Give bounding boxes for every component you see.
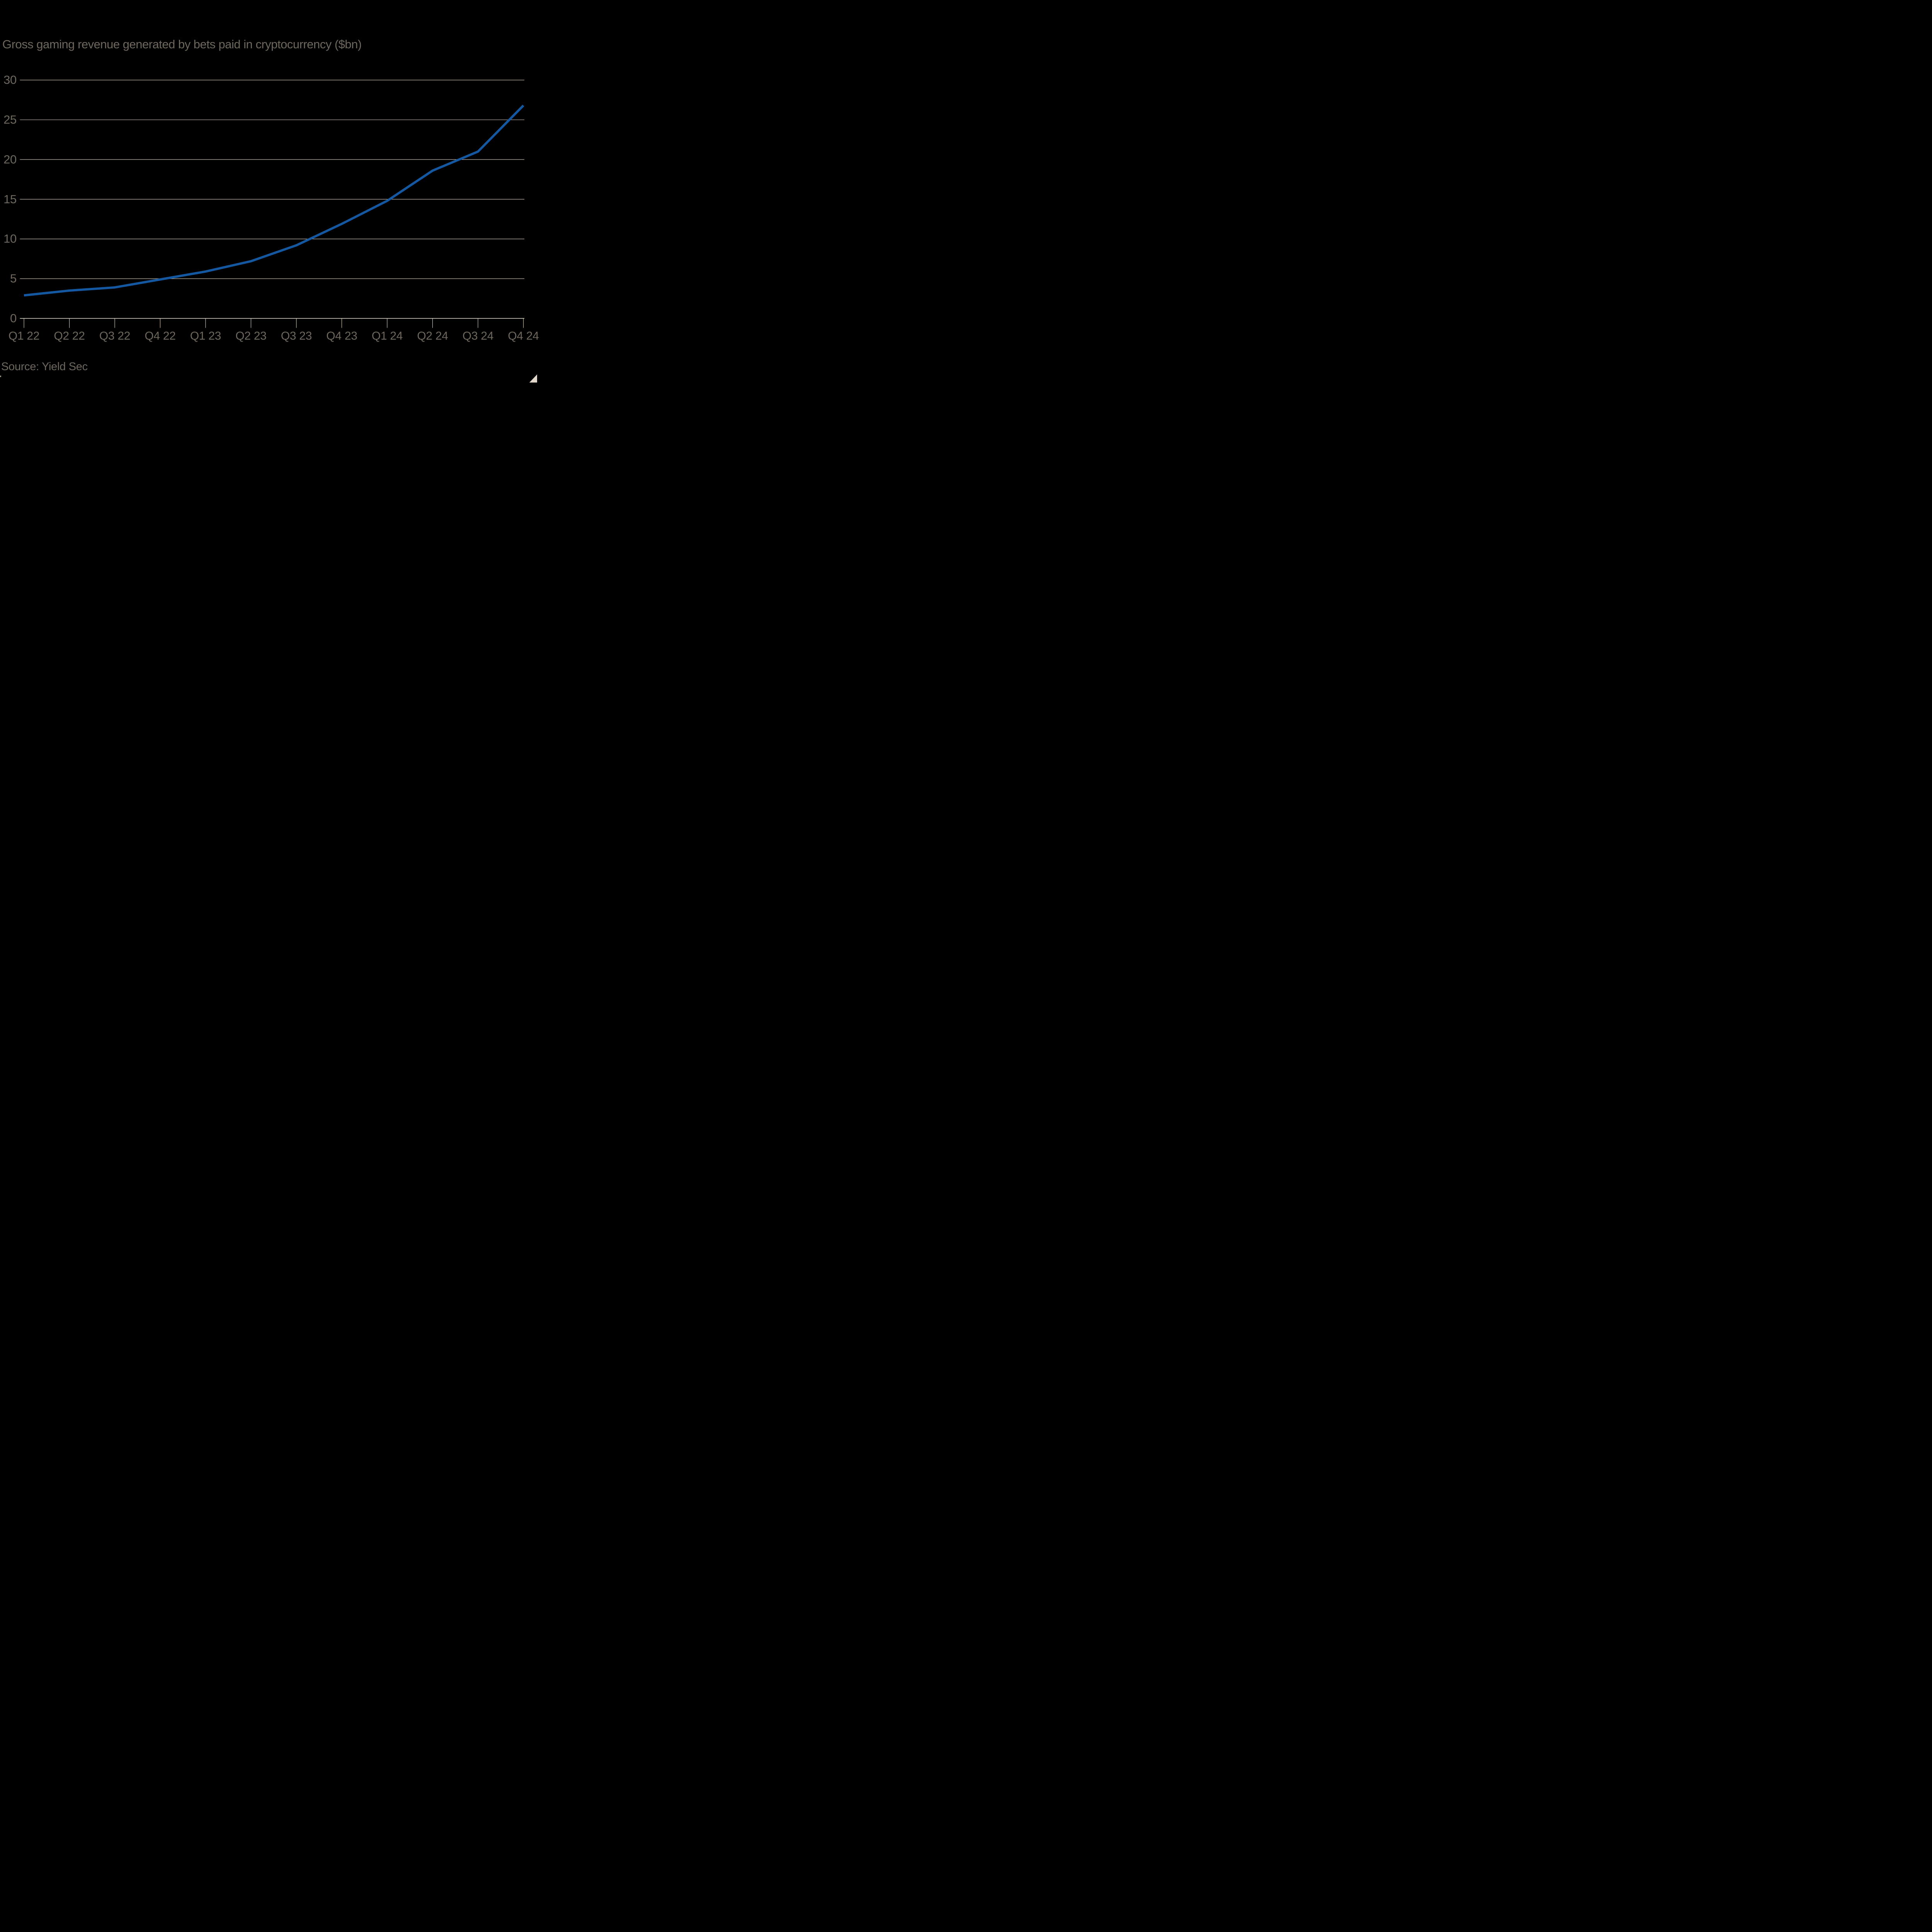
y-axis-label: 20 [3,152,17,166]
x-axis-label: Q1 24 [371,330,403,342]
x-axis-label: Q1 22 [8,330,40,342]
y-axis-label: 25 [3,113,17,126]
x-axis-label: Q3 23 [281,330,312,342]
x-axis-label: Q4 23 [326,330,357,342]
ft-corner-triangle-icon [529,374,537,383]
revenue-line-series [24,104,524,297]
source-note: Source: Yield Sec [1,361,88,373]
chart-title: Gross gaming revenue generated by bets p… [2,37,362,51]
x-axis-label: Q3 24 [462,330,494,342]
crypto-gambling-revenue-chart: Gross gaming revenue generated by bets p… [0,0,541,386]
x-axis-label: Q1 23 [190,330,221,342]
plot-area [20,80,524,328]
x-axis-label: Q2 22 [54,330,85,342]
y-axis-label: 0 [10,311,17,325]
x-axis-label: Q2 24 [417,330,448,342]
y-axis-label: 30 [3,73,17,87]
y-axis-label: 15 [3,192,17,206]
y-axis-label: 5 [10,272,17,286]
x-axis-label: Q3 22 [99,330,131,342]
y-axis-label: 10 [3,232,17,246]
x-axis-label: Q2 23 [235,330,267,342]
x-axis-label: Q4 24 [508,330,539,342]
edge-mark [0,376,1,377]
x-axis-label: Q4 22 [145,330,176,342]
